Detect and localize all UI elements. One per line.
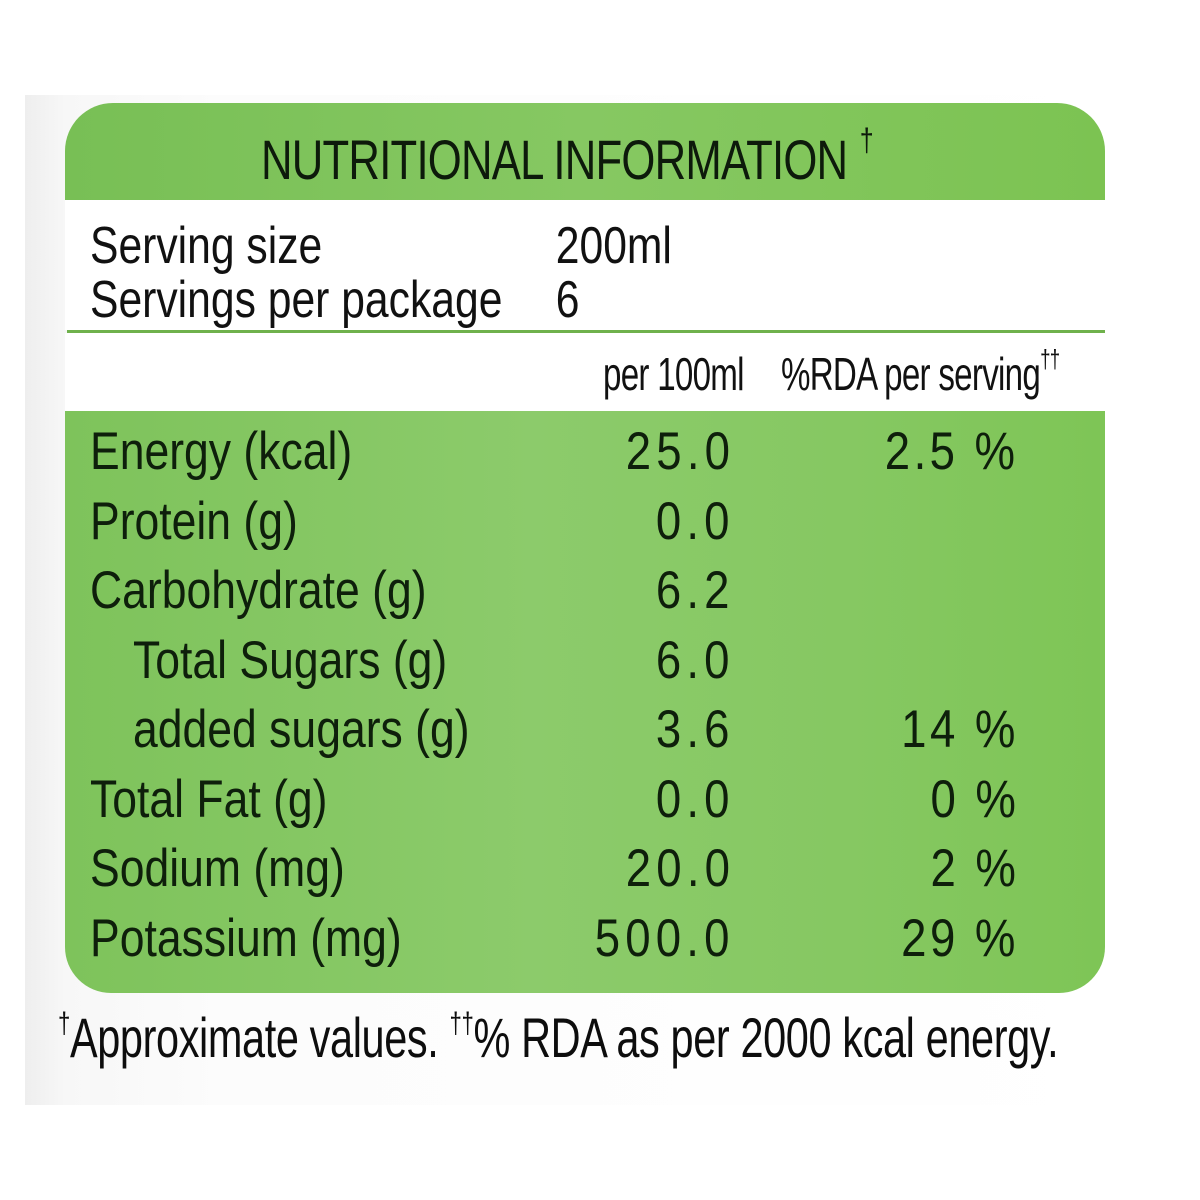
table-row: Energy (kcal) 25.0 2.5 % <box>65 415 1105 485</box>
per-100ml-value: 3.6 <box>656 700 735 759</box>
serving-size-label: Serving size <box>90 217 323 275</box>
per-100ml-value: 0.0 <box>656 491 735 551</box>
divider <box>67 330 1105 333</box>
per-100ml-value: 6.0 <box>656 630 735 690</box>
dagger-mark: † <box>859 122 874 159</box>
table-row: added sugars (g) 3.6 14 % <box>65 693 1105 763</box>
footnote-approx-text: Approximate values. <box>69 1006 450 1069</box>
serving-size-value: 200ml <box>555 217 672 275</box>
rda-value: 2 % <box>930 839 1019 898</box>
nutrient-name: Protein (g) <box>90 491 298 551</box>
double-dagger-mark: †† <box>1040 343 1060 374</box>
nutrition-label: NUTRITIONAL INFORMATION † Serving size 20… <box>65 103 1105 993</box>
serving-size-row: Serving size 200ml <box>90 216 672 276</box>
servings-per-package-value: 6 <box>555 271 580 329</box>
per-100ml-value: 6.2 <box>656 561 735 620</box>
table-row: Sodium (mg) 20.0 2 % <box>65 832 1105 902</box>
per-100ml-value: 20.0 <box>625 839 735 898</box>
per-100ml-value: 500.0 <box>595 908 735 968</box>
table-row: Total Sugars (g) 6.0 <box>65 624 1105 694</box>
label-header: NUTRITIONAL INFORMATION † <box>65 103 1105 200</box>
servings-per-package-row: Servings per package 6 <box>90 270 579 330</box>
table-row: Protein (g) 0.0 <box>65 485 1105 555</box>
label-title: NUTRITIONAL INFORMATION † <box>261 122 874 192</box>
dagger-mark: † <box>58 1007 70 1041</box>
servings-per-package-label: Servings per package <box>90 271 503 329</box>
table-row: Total Fat (g) 0.0 0 % <box>65 763 1105 833</box>
table-row: Carbohydrate (g) 6.2 <box>65 554 1105 624</box>
nutrient-name: Carbohydrate (g) <box>90 561 427 620</box>
nutrient-name: Sodium (mg) <box>90 839 345 898</box>
footnote-rda-text: % RDA as per 2000 kcal energy. <box>473 1006 1059 1069</box>
table-row: Potassium (mg) 500.0 29 % <box>65 902 1105 972</box>
column-per-100ml: per 100ml <box>603 348 745 400</box>
column-headers: per 100ml %RDA per serving†† <box>65 333 1105 411</box>
nutrient-name: Total Sugars (g) <box>133 630 448 690</box>
rda-value: 29 % <box>901 908 1019 968</box>
nutrient-table: Energy (kcal) 25.0 2.5 % Protein (g) 0.0… <box>65 411 1105 993</box>
nutrient-name: Total Fat (g) <box>90 769 328 829</box>
rda-value: 0 % <box>930 769 1019 829</box>
nutrient-name: Potassium (mg) <box>90 908 402 968</box>
rda-value: 2.5 % <box>885 422 1019 481</box>
per-100ml-value: 25.0 <box>625 422 735 481</box>
column-rda: %RDA per serving†† <box>781 343 1060 401</box>
double-dagger-mark: †† <box>449 1007 474 1041</box>
column-rda-text: %RDA per serving <box>781 348 1041 400</box>
nutrient-name: Energy (kcal) <box>90 422 353 481</box>
rda-value: 14 % <box>901 700 1019 759</box>
per-100ml-value: 0.0 <box>656 769 735 829</box>
footnote: †Approximate values. ††% RDA as per 2000… <box>58 1005 1059 1070</box>
title-text: NUTRITIONAL INFORMATION <box>261 128 848 191</box>
nutrient-name: added sugars (g) <box>133 700 470 759</box>
serving-info: Serving size 200ml Servings per package … <box>65 200 1105 330</box>
